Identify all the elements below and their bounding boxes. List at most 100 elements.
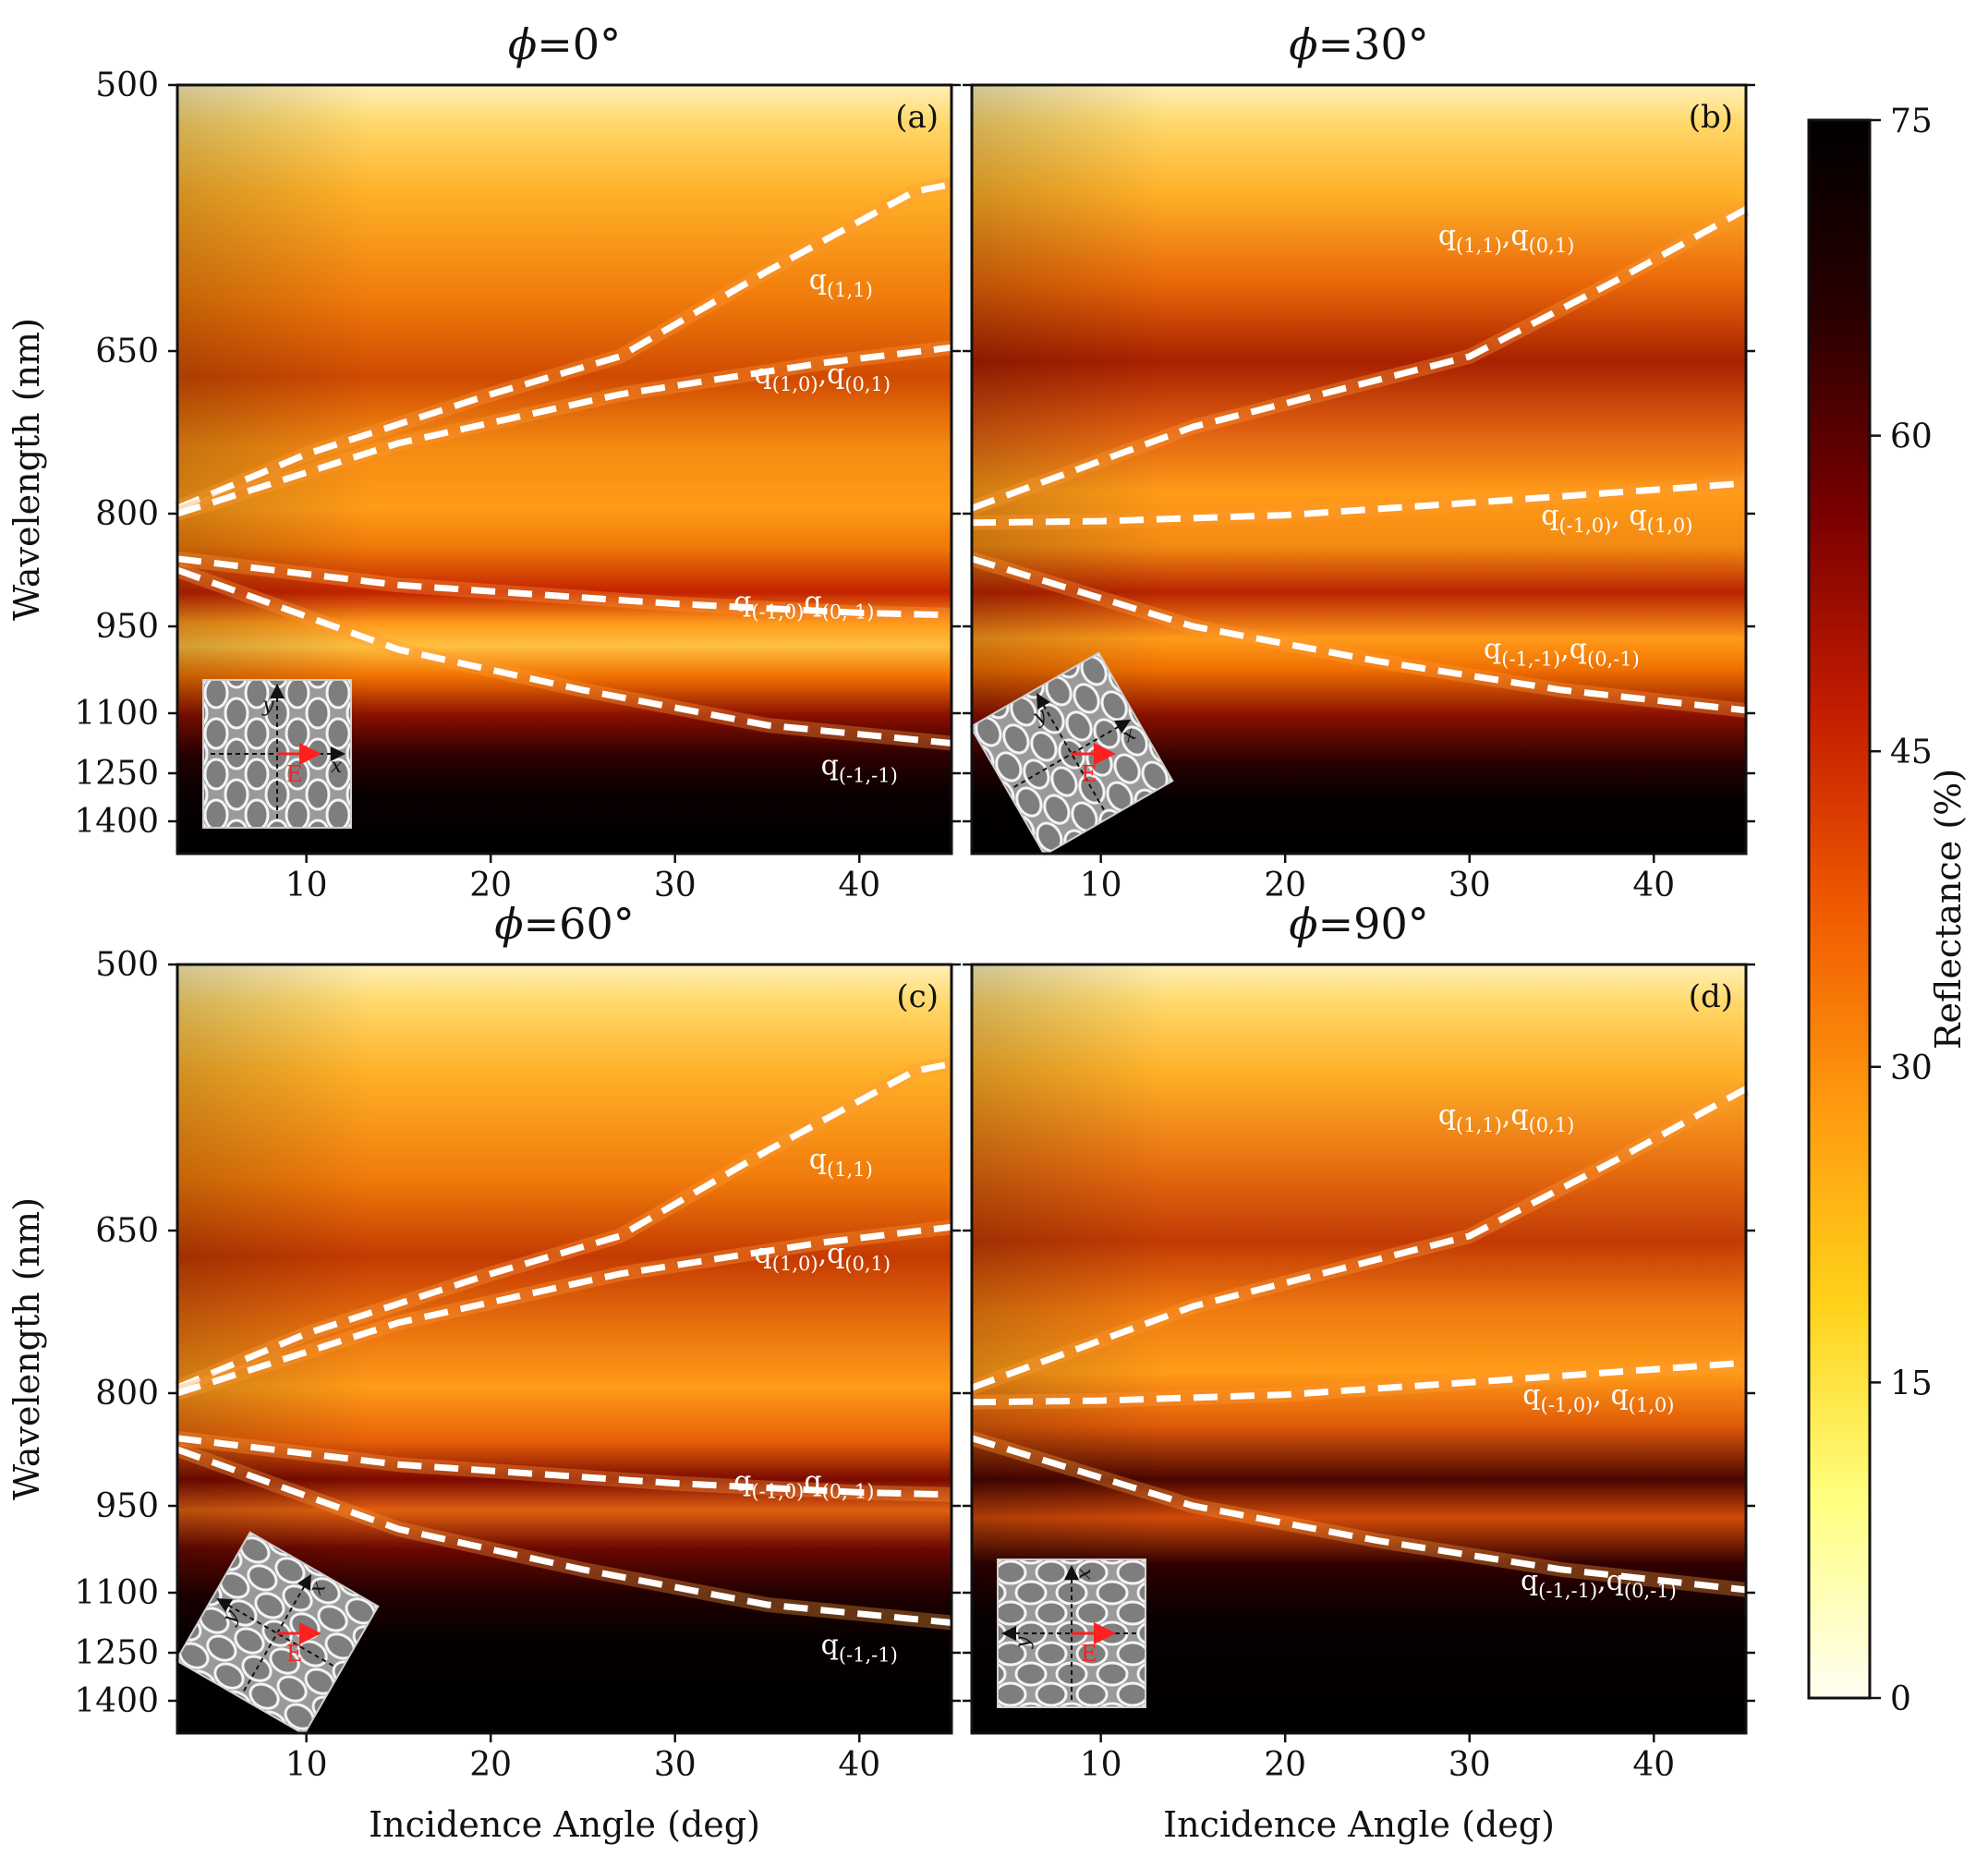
y-tick-label: 800: [95, 1375, 159, 1413]
mode-line-2: [970, 1435, 1747, 1594]
mode-label-3: q(-1,-1): [821, 750, 898, 787]
mode-line-3: [176, 566, 952, 746]
panel-tag: (d): [1689, 978, 1733, 1015]
colorbar-label: Reflectance (%): [1928, 769, 1969, 1049]
y-tick-label: 1400: [74, 1682, 159, 1720]
mode-label-1: q(1,0),q(0,1): [755, 358, 891, 395]
inset-x-axis: [1013, 720, 1132, 788]
mode-label-2: q(-1,0)q(0,-1): [733, 587, 874, 624]
x-axis-label: Incidence Angle (deg): [1163, 1804, 1555, 1845]
panel-c: q(1,1) q(1,0),q(0,1) q(-1,0)q(0,-1) q(-1,-1…: [6, 899, 961, 1845]
colorbar-tick-label: 15: [1890, 1365, 1933, 1402]
x-tick-label: 40: [1632, 867, 1675, 904]
mode-label-2: q(-1,0)q(0,-1): [733, 1466, 874, 1503]
x-tick-label: 10: [285, 867, 328, 904]
mode-line-0: [970, 206, 1748, 512]
mode-line-glow: [174, 176, 953, 516]
mode-line-2: [970, 555, 1747, 714]
panel-tag: (b): [1689, 99, 1733, 136]
plot-frame: [176, 963, 953, 1735]
plot-frame: [176, 83, 953, 855]
colorbar-tick-label: 30: [1890, 1049, 1933, 1087]
panel-a: q(1,1) q(1,0),q(0,1) q(-1,0)q(0,-1) q(-1,-1…: [6, 19, 961, 904]
mode-line-2: [176, 1435, 952, 1498]
y-axis-label: Wavelength (nm): [6, 1197, 47, 1500]
x-tick-label: 20: [469, 867, 512, 904]
x-tick-label: 40: [838, 1746, 880, 1784]
y-axis-label: Wavelength (nm): [6, 318, 47, 621]
x-tick-label: 30: [1449, 1746, 1491, 1784]
inset-x-axis: [243, 1573, 311, 1692]
y-tick-label: 1250: [74, 755, 159, 793]
inset-y-axis: [1036, 693, 1105, 811]
x-tick-label: 10: [1080, 867, 1122, 904]
x-tick-label: 20: [1264, 867, 1306, 904]
y-tick-label: 650: [95, 1212, 159, 1250]
field-label: E: [286, 1641, 303, 1667]
x-tick-label: 10: [285, 1746, 328, 1784]
field-label: E: [1081, 1641, 1097, 1667]
mode-line-glow: [971, 476, 1747, 530]
mode-label-1: q(-1,0), q(1,0): [1541, 500, 1692, 537]
panel-title: ϕ=90°: [1289, 899, 1428, 949]
inset-x-label: x: [1073, 1568, 1096, 1580]
y-tick-label: 500: [95, 67, 159, 104]
panel-title: ϕ=0°: [508, 19, 621, 69]
mode-line-2: [176, 555, 952, 619]
y-tick-label: 1250: [74, 1634, 159, 1672]
inset-field-arrow: E: [1072, 1622, 1116, 1667]
colorbar-gradient: [1809, 120, 1870, 1698]
x-tick-label: 30: [1449, 867, 1491, 904]
mode-label-0: q(1,1): [809, 1144, 873, 1181]
y-tick-label: 1100: [74, 1574, 159, 1612]
inset-y-label: y: [261, 694, 274, 717]
mode-label-3: q(-1,-1): [821, 1630, 898, 1667]
x-tick-label: 30: [654, 1746, 697, 1784]
colorbar-tick-label: 0: [1890, 1680, 1911, 1718]
colorbar-tick-label: 45: [1890, 734, 1933, 771]
mode-label-1: q(-1,0), q(1,0): [1522, 1379, 1674, 1416]
mode-label-2: q(-1,-1),q(0,-1): [1484, 633, 1640, 670]
panels-group: q(1,1) q(1,0),q(0,1) q(-1,0)q(0,-1) q(-1,-1…: [6, 19, 1755, 1845]
y-tick-label: 800: [95, 495, 159, 533]
inset-y-label: y: [1012, 1636, 1035, 1649]
y-tick-label: 1400: [74, 803, 159, 841]
x-tick-label: 10: [1080, 1746, 1122, 1784]
panel-title: ϕ=60°: [494, 899, 634, 949]
x-tick-label: 40: [838, 867, 880, 904]
inset-field-arrow: E: [1072, 743, 1116, 787]
inset-y-axis: [216, 1598, 334, 1667]
x-tick-label: 20: [1264, 1746, 1306, 1784]
mode-label-2: q(-1,-1),q(0,-1): [1521, 1565, 1677, 1602]
y-tick-label: 950: [95, 1487, 159, 1525]
colorbar-tick-label: 60: [1890, 419, 1933, 456]
mode-line-3: [176, 1446, 952, 1626]
panel-tag: (c): [896, 978, 939, 1015]
panel-b: q(1,1),q(0,1) q(-1,0), q(1,0) q(-1,-1),q(0…: [963, 19, 1755, 904]
panel-title: ϕ=30°: [1289, 19, 1428, 69]
x-tick-label: 30: [654, 867, 697, 904]
y-tick-label: 650: [95, 333, 159, 370]
panel-d: q(1,1),q(0,1) q(-1,0), q(1,0) q(-1,-1),q(0…: [963, 899, 1755, 1845]
mode-line-0: [970, 1086, 1748, 1391]
y-tick-label: 950: [95, 608, 159, 646]
plot-frame: [970, 83, 1748, 855]
plot-frame: [970, 963, 1748, 1735]
y-tick-label: 1100: [74, 695, 159, 733]
x-tick-label: 20: [469, 1746, 512, 1784]
inset-field-arrow: E: [277, 743, 321, 787]
field-label: E: [286, 761, 303, 787]
inset-field-arrow: E: [277, 1622, 321, 1667]
mode-label-0: q(1,1),q(0,1): [1438, 220, 1575, 257]
mode-line-1: [176, 1223, 952, 1397]
x-tick-label: 40: [1632, 1746, 1675, 1784]
mode-line-glow: [174, 1056, 953, 1395]
inset-x-label: x: [331, 755, 343, 778]
colorbar-frame: [1807, 118, 1872, 1700]
colorbar-tick-label: 75: [1890, 103, 1933, 140]
colorbar: 0 15 30 45 60 75 Reflectance (%): [1807, 103, 1969, 1718]
mode-line-glow: [971, 1355, 1747, 1410]
panel-tag: (a): [895, 99, 939, 136]
mode-line-1: [176, 344, 952, 517]
mode-label-1: q(1,0),q(0,1): [755, 1238, 891, 1275]
